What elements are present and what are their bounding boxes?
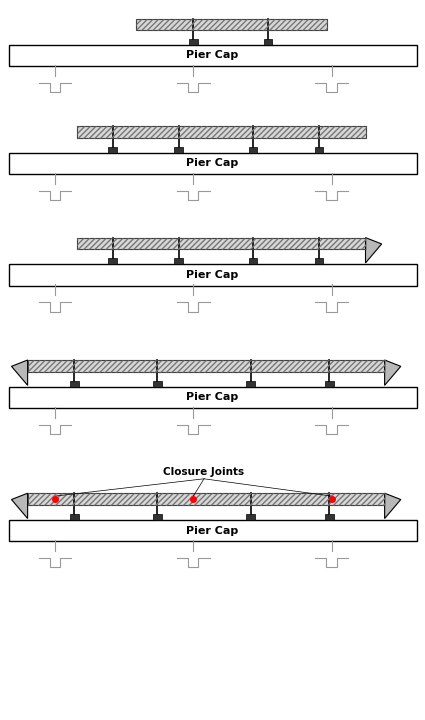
Bar bbox=[8, 153, 416, 174]
Bar bbox=[189, 39, 198, 45]
Bar bbox=[8, 264, 416, 286]
Bar bbox=[174, 147, 183, 153]
Polygon shape bbox=[385, 493, 401, 518]
Bar bbox=[325, 514, 334, 520]
Bar bbox=[325, 381, 334, 387]
Bar bbox=[136, 19, 327, 30]
Bar bbox=[314, 147, 323, 153]
Bar bbox=[28, 493, 385, 505]
Polygon shape bbox=[11, 360, 28, 385]
Polygon shape bbox=[366, 238, 382, 263]
Bar bbox=[8, 387, 416, 408]
Text: Pier Cap: Pier Cap bbox=[187, 158, 238, 168]
Bar bbox=[76, 126, 366, 138]
Bar bbox=[249, 258, 257, 264]
Bar bbox=[28, 493, 385, 505]
Bar bbox=[264, 39, 272, 45]
Bar bbox=[136, 19, 327, 30]
Text: Pier Cap: Pier Cap bbox=[187, 270, 238, 280]
Bar bbox=[76, 238, 366, 249]
Bar bbox=[314, 258, 323, 264]
Text: Pier Cap: Pier Cap bbox=[187, 50, 238, 60]
Text: Closure Joints: Closure Joints bbox=[164, 467, 244, 477]
Bar bbox=[249, 147, 257, 153]
Bar bbox=[28, 360, 385, 372]
Bar bbox=[153, 381, 162, 387]
Bar bbox=[28, 360, 385, 372]
Bar bbox=[8, 520, 416, 541]
Bar bbox=[8, 45, 416, 66]
Bar bbox=[70, 381, 79, 387]
Bar bbox=[76, 238, 366, 249]
Bar bbox=[174, 258, 183, 264]
Text: Pier Cap: Pier Cap bbox=[187, 392, 238, 402]
Bar bbox=[153, 514, 162, 520]
Bar bbox=[246, 381, 255, 387]
Polygon shape bbox=[11, 493, 28, 518]
Bar bbox=[76, 126, 366, 138]
Bar bbox=[108, 258, 117, 264]
Text: Pier Cap: Pier Cap bbox=[187, 526, 238, 536]
Bar bbox=[70, 514, 79, 520]
Polygon shape bbox=[385, 360, 401, 385]
Bar bbox=[246, 514, 255, 520]
Bar bbox=[108, 147, 117, 153]
